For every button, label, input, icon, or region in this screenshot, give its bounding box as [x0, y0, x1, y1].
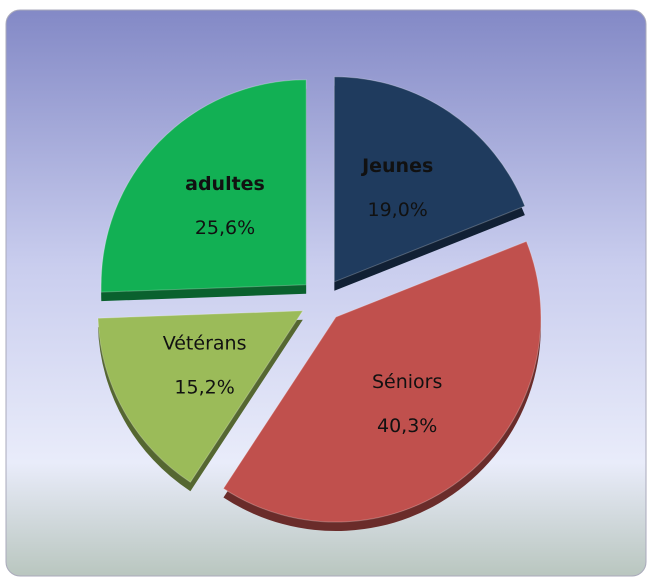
slice-value-label: 15,2% [174, 377, 234, 399]
slice [333, 76, 526, 283]
slice [222, 240, 542, 523]
slice-category-label: adultes [185, 173, 265, 195]
slice-value-label: 25,6% [195, 217, 255, 239]
slice-value-label: 19,0% [367, 199, 427, 221]
slice [97, 310, 304, 483]
slice-value-label: 40,3% [377, 415, 437, 437]
slice-category-label: Séniors [372, 371, 442, 393]
slice-category-label: Vétérans [163, 333, 247, 355]
slice [100, 79, 307, 293]
pie [97, 76, 542, 532]
slice-category-label: Jeunes [360, 155, 433, 177]
